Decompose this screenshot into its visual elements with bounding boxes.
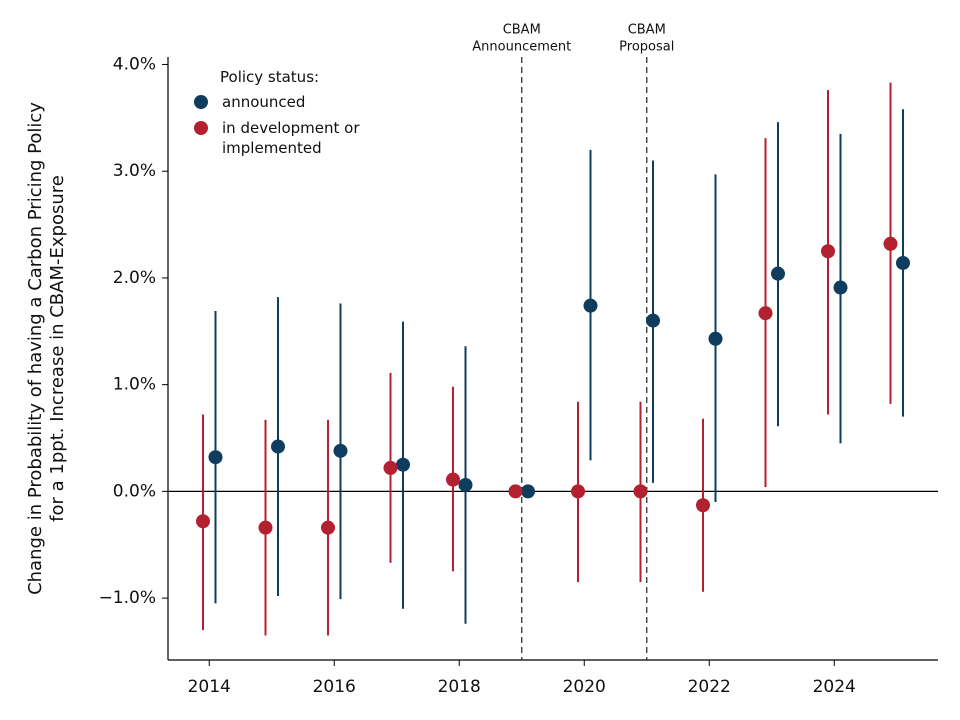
legend-marker xyxy=(194,95,208,109)
point xyxy=(383,460,398,475)
legend-label: in development or implemented xyxy=(222,119,360,157)
point xyxy=(271,439,285,454)
point xyxy=(521,484,535,499)
x-tick-label: 2020 xyxy=(563,677,606,697)
legend-item: in development or implemented xyxy=(190,118,372,158)
event-label: CBAM xyxy=(503,23,541,38)
point xyxy=(896,255,910,270)
point xyxy=(321,520,335,535)
point xyxy=(771,266,785,281)
legend-title: Policy status: xyxy=(220,68,320,86)
point xyxy=(708,331,723,346)
point xyxy=(696,498,710,513)
point xyxy=(196,514,210,529)
y-axis-label: Change in Probability of having a Carbon… xyxy=(25,102,46,595)
y-tick-label: 2.0% xyxy=(113,268,156,288)
point xyxy=(333,443,348,458)
y-tick-label: −1.0% xyxy=(99,588,156,608)
x-tick-label: 2022 xyxy=(688,677,731,697)
point xyxy=(396,457,410,472)
legend: Policy status: announced in development o… xyxy=(190,68,372,164)
point xyxy=(833,280,848,295)
point xyxy=(646,313,660,328)
point xyxy=(446,472,460,487)
event-label: Proposal xyxy=(619,40,674,55)
point xyxy=(883,236,898,251)
legend-item: announced xyxy=(190,92,372,112)
y-tick-label: 4.0% xyxy=(113,54,156,74)
point xyxy=(633,484,648,499)
x-tick-label: 2024 xyxy=(813,677,856,697)
point xyxy=(821,244,835,259)
legend-label: announced xyxy=(222,93,306,111)
point xyxy=(571,484,585,499)
y-axis-label: for a 1ppt. Increase in CBAM-Exposure xyxy=(47,175,68,522)
y-tick-label: 1.0% xyxy=(113,375,156,395)
y-tick-label: 0.0% xyxy=(113,481,156,501)
point xyxy=(508,484,523,499)
legend-marker xyxy=(194,121,208,135)
event-label: Announcement xyxy=(472,40,571,55)
y-tick-label: 3.0% xyxy=(113,161,156,181)
point xyxy=(208,450,223,465)
point xyxy=(458,477,473,492)
point xyxy=(258,520,273,535)
x-tick-label: 2018 xyxy=(438,677,481,697)
event-label: CBAM xyxy=(628,23,666,38)
x-tick-label: 2016 xyxy=(313,677,356,697)
point xyxy=(583,298,598,313)
point xyxy=(758,306,773,321)
x-tick-label: 2014 xyxy=(188,677,231,697)
